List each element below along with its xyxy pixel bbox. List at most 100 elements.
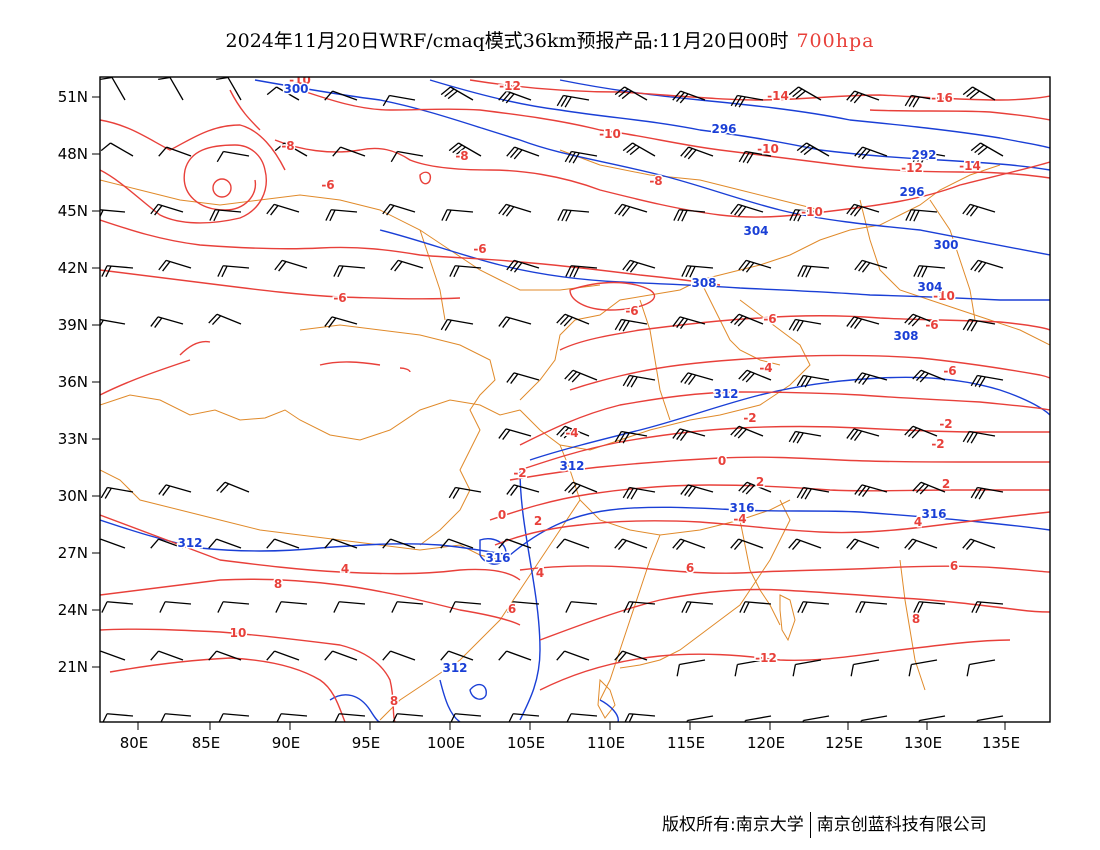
wind-barbs [100,77,1004,722]
wind-barb [498,90,532,104]
temperature-label: -6 [321,178,334,192]
wind-barb [507,601,540,613]
temperature-label: 10 [230,626,247,640]
temperature-label: -8 [281,139,294,153]
wind-barb [217,265,250,278]
footer-credits: 版权所有:南京大学 南京创蓝科技有限公司 [662,810,987,838]
wind-barb [730,203,764,217]
lat-tick-label: 27N [58,544,88,562]
height-label: 304 [743,224,768,238]
wind-barb [788,86,822,101]
wind-barb [797,265,830,278]
wind-barb [970,374,1004,388]
longitude-axis: 80E 85E 90E 95E 100E 105E 110E 115E 120E 125E 130E… [120,722,1020,752]
height-label: 296 [899,185,924,199]
temperature-label: -6 [473,242,486,256]
wind-barb [962,538,996,550]
wind-barb [333,265,366,278]
temperature-label: 2 [942,477,950,491]
wind-barb [440,650,474,661]
wind-barb [392,713,424,722]
temperature-label: -4 [565,426,578,440]
temperature-label: -10 [933,289,955,303]
wind-barb [266,538,300,549]
height-label: 300 [283,82,308,96]
wind-barb [860,715,888,722]
wind-barb [672,428,706,442]
wind-barb [382,94,416,107]
temperature-label: 4 [536,566,544,580]
wind-barb [744,715,772,722]
temperature-label: -4 [759,361,772,375]
temperature-label: -2 [939,417,952,431]
wind-barb [614,650,648,662]
lon-tick-label: 85E [192,734,221,752]
temperature-label: -10 [757,142,779,156]
wind-barb [962,430,996,444]
temperature-label: 6 [508,602,516,616]
wind-barb [564,150,598,164]
temperature-label: 8 [390,694,398,708]
temperature-label: 8 [274,577,282,591]
wind-barb [390,150,424,163]
wind-barb [556,94,590,108]
wind-barb [904,538,938,550]
height-label: 316 [921,507,946,521]
wind-barb [208,538,242,549]
wind-barb [216,150,250,163]
wind-barb [556,650,590,661]
wind-barb [390,259,424,272]
lat-tick-label: 42N [58,259,88,277]
wind-barb [912,150,946,164]
lon-tick-label: 135E [982,734,1020,752]
footer-separator [809,812,811,838]
wind-barb [730,94,764,108]
lat-tick-label: 45N [58,202,88,220]
lon-tick-label: 130E [904,734,942,752]
temperature-contour-labels: -10 -8 -6 -6 -6 -6 -8 -12 -10 -10 -8 -10 -14 -16 -14 -1… [228,77,982,710]
wind-barb [334,713,366,722]
wind-barb [332,146,366,157]
temperature-label: 6 [950,559,958,573]
wind-barb [382,650,416,661]
height-label: 316 [729,501,754,515]
temperature-label: -12 [755,651,777,665]
wind-barb [324,538,358,549]
temperature-label: 8 [912,612,920,626]
wind-barb [846,316,880,330]
wind-barb [904,94,938,108]
wind-barb [680,372,714,386]
temperature-label: 0 [718,454,726,468]
wind-barb [100,486,134,499]
temperature-label: -6 [625,304,638,318]
wind-barb [971,601,1004,614]
wind-barb [498,428,532,440]
temperature-label: -6 [763,312,776,326]
wind-barb [449,265,482,278]
wind-barb [912,481,946,495]
wind-barb [796,374,830,388]
wind-barb [506,259,540,273]
wind-barb [918,715,946,722]
wind-barb [970,259,1004,273]
wind-barb [789,209,822,222]
wind-barb [498,538,532,549]
lon-tick-label: 105E [507,734,545,752]
wind-barb [912,369,946,383]
lat-tick-label: 30N [58,487,88,505]
wind-barb [672,90,706,104]
temperature-label: -6 [943,364,956,378]
height-label: 308 [691,276,716,290]
wind-barb [976,715,1004,722]
wind-barb [962,203,996,217]
lon-tick-label: 120E [747,734,785,752]
wind-barb [150,316,184,328]
wind-barb [158,146,192,157]
wind-barb [440,318,474,331]
wind-barb [622,259,656,273]
wind-barb [796,486,830,500]
temperature-label: -16 [931,91,953,105]
wind-barb [276,713,308,722]
wind-barb [904,425,938,439]
